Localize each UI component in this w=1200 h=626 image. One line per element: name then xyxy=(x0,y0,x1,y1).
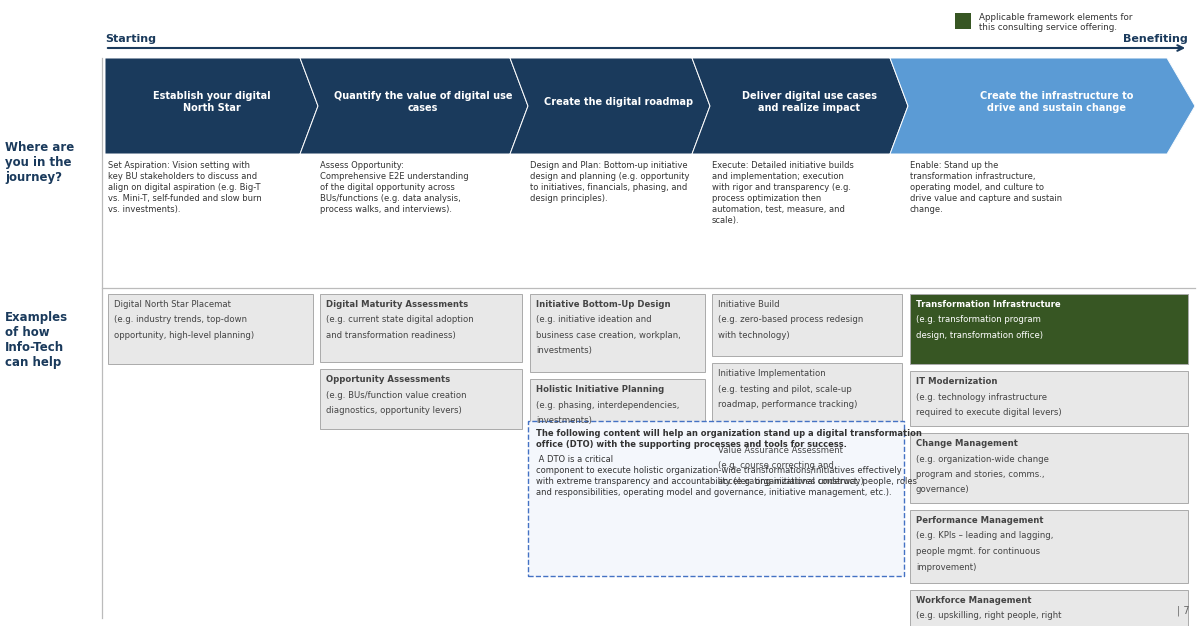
Text: design, transformation office): design, transformation office) xyxy=(916,331,1043,340)
Text: governance): governance) xyxy=(916,486,970,495)
Text: (e.g. testing and pilot, scale-up: (e.g. testing and pilot, scale-up xyxy=(718,384,852,394)
Text: (e.g. initiative ideation and: (e.g. initiative ideation and xyxy=(536,316,652,324)
Text: improvement): improvement) xyxy=(916,563,977,572)
Text: Initiative Bottom-Up Design: Initiative Bottom-Up Design xyxy=(536,300,671,309)
Bar xyxy=(955,13,971,29)
Bar xyxy=(910,510,1188,583)
Text: Value Assurance Assessment: Value Assurance Assessment xyxy=(718,446,842,455)
Text: Initiative Build: Initiative Build xyxy=(718,300,780,309)
Text: Quantify the value of digital use
cases: Quantify the value of digital use cases xyxy=(334,91,512,113)
Text: Set Aspiration: Vision setting with
key BU stakeholders to discuss and
align on : Set Aspiration: Vision setting with key … xyxy=(108,161,262,214)
Text: (e.g. upskilling, right people, right: (e.g. upskilling, right people, right xyxy=(916,612,1062,620)
Text: with technology): with technology) xyxy=(718,331,790,340)
Text: (e.g. organization-wide change: (e.g. organization-wide change xyxy=(916,454,1049,463)
Polygon shape xyxy=(890,58,1195,154)
Text: opportunity, high-level planning): opportunity, high-level planning) xyxy=(114,331,254,340)
Bar xyxy=(910,294,1188,364)
Text: business case creation, workplan,: business case creation, workplan, xyxy=(536,331,680,340)
Text: Execute: Detailed initiative builds
and implementation; execution
with rigor and: Execute: Detailed initiative builds and … xyxy=(712,161,854,225)
Text: (e.g. technology infrastructure: (e.g. technology infrastructure xyxy=(916,393,1046,401)
Text: A DTO is a critical
component to execute holistic organization-wide transformati: A DTO is a critical component to execute… xyxy=(536,455,917,497)
Text: (e.g. KPIs – leading and lagging,: (e.g. KPIs – leading and lagging, xyxy=(916,531,1054,540)
Text: The following content will help an organization stand up a digital transformatio: The following content will help an organ… xyxy=(536,429,922,449)
Text: Establish your digital
North Star: Establish your digital North Star xyxy=(152,91,270,113)
Text: program and stories, comms.,: program and stories, comms., xyxy=(916,470,1044,479)
Text: Digital North Star Placemat: Digital North Star Placemat xyxy=(114,300,230,309)
Text: Digital Maturity Assessments: Digital Maturity Assessments xyxy=(326,300,468,309)
Text: IT Modernization: IT Modernization xyxy=(916,377,997,386)
Text: Create the infrastructure to
drive and sustain change: Create the infrastructure to drive and s… xyxy=(980,91,1133,113)
Polygon shape xyxy=(106,58,318,154)
Text: accelerating initiatives underway): accelerating initiatives underway) xyxy=(718,477,864,486)
Bar xyxy=(910,590,1188,626)
Text: (e.g. phasing, interdependencies,: (e.g. phasing, interdependencies, xyxy=(536,401,679,409)
Text: Workforce Management: Workforce Management xyxy=(916,596,1032,605)
Text: Deliver digital use cases
and realize impact: Deliver digital use cases and realize im… xyxy=(742,91,876,113)
Text: | 7: | 7 xyxy=(1177,605,1190,616)
Text: (e.g. course correcting and: (e.g. course correcting and xyxy=(718,461,834,471)
Bar xyxy=(108,294,313,364)
Text: investments): investments) xyxy=(536,416,592,425)
Text: Design and Plan: Bottom-up initiative
design and planning (e.g. opportunity
to i: Design and Plan: Bottom-up initiative de… xyxy=(530,161,690,203)
Text: Applicable framework elements for
this consulting service offering.: Applicable framework elements for this c… xyxy=(979,13,1133,33)
Text: Starting: Starting xyxy=(106,34,156,44)
Bar xyxy=(910,433,1188,503)
Text: investments): investments) xyxy=(536,347,592,356)
Text: roadmap, performance tracking): roadmap, performance tracking) xyxy=(718,400,857,409)
Bar xyxy=(712,294,902,356)
Bar xyxy=(910,371,1188,426)
Polygon shape xyxy=(106,58,1195,154)
Text: Opportunity Assessments: Opportunity Assessments xyxy=(326,375,450,384)
Bar xyxy=(530,294,706,372)
Text: people mgmt. for continuous: people mgmt. for continuous xyxy=(916,547,1040,556)
Text: (e.g. zero-based process redesign: (e.g. zero-based process redesign xyxy=(718,316,863,324)
Text: (e.g. transformation program: (e.g. transformation program xyxy=(916,316,1040,324)
Bar xyxy=(530,379,706,437)
Text: (e.g. BUs/function value creation: (e.g. BUs/function value creation xyxy=(326,391,467,399)
Polygon shape xyxy=(510,58,710,154)
Text: Where are
you in the
journey?: Where are you in the journey? xyxy=(5,141,74,184)
Text: Change Management: Change Management xyxy=(916,439,1018,448)
Polygon shape xyxy=(692,58,908,154)
Text: Holistic Initiative Planning: Holistic Initiative Planning xyxy=(536,385,665,394)
Text: Create the digital roadmap: Create the digital roadmap xyxy=(545,97,694,107)
FancyBboxPatch shape xyxy=(528,421,904,576)
Text: (e.g. current state digital adoption: (e.g. current state digital adoption xyxy=(326,316,474,324)
Polygon shape xyxy=(300,58,528,154)
Bar xyxy=(712,440,902,502)
Text: and transformation readiness): and transformation readiness) xyxy=(326,331,456,340)
Text: diagnostics, opportunity levers): diagnostics, opportunity levers) xyxy=(326,406,462,415)
Text: Benefiting: Benefiting xyxy=(1123,34,1188,44)
Bar xyxy=(320,369,522,429)
Text: Initiative Implementation: Initiative Implementation xyxy=(718,369,826,378)
Bar xyxy=(712,363,902,433)
Text: (e.g. industry trends, top-down: (e.g. industry trends, top-down xyxy=(114,316,247,324)
Text: Transformation Infrastructure: Transformation Infrastructure xyxy=(916,300,1061,309)
Text: Assess Opportunity:
Comprehensive E2E understanding
of the digital opportunity a: Assess Opportunity: Comprehensive E2E un… xyxy=(320,161,469,214)
Bar xyxy=(320,294,522,362)
Text: Examples
of how
Info-Tech
can help: Examples of how Info-Tech can help xyxy=(5,311,68,369)
Text: Enable: Stand up the
transformation infrastructure,
operating model, and culture: Enable: Stand up the transformation infr… xyxy=(910,161,1062,214)
Text: required to execute digital levers): required to execute digital levers) xyxy=(916,408,1062,417)
Text: Performance Management: Performance Management xyxy=(916,516,1044,525)
